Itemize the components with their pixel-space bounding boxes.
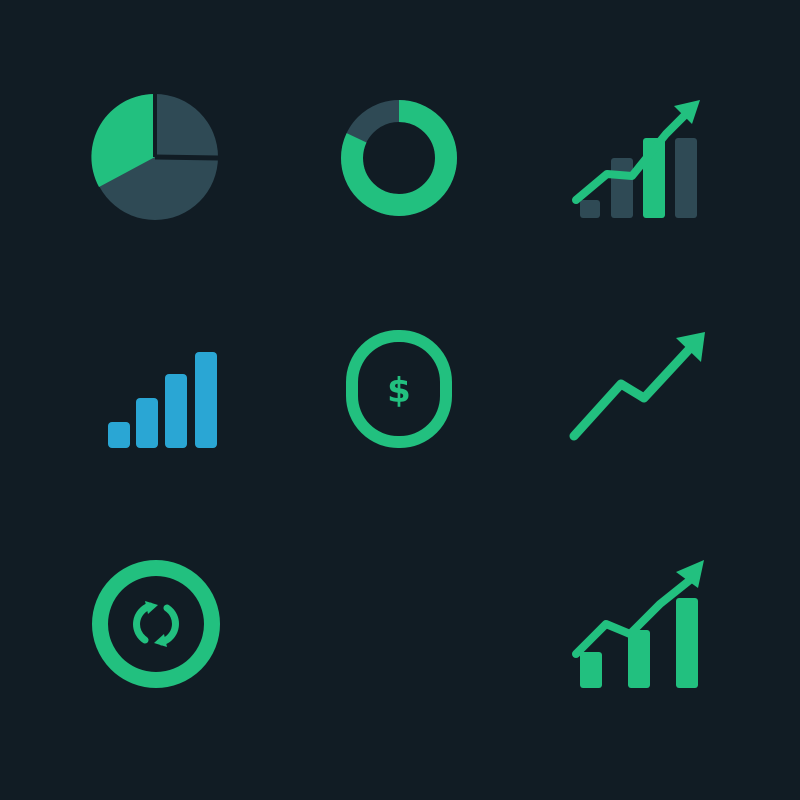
donut-chart-icon bbox=[339, 98, 459, 218]
bar-chart-trend-icon bbox=[570, 556, 710, 692]
growth-bar-chart-icon bbox=[570, 96, 705, 221]
dollar-coin-icon: $ bbox=[344, 328, 454, 450]
dollar-symbol: $ bbox=[387, 371, 411, 411]
pie-chart-icon bbox=[90, 92, 220, 222]
currency-exchange-icon bbox=[88, 556, 224, 692]
trend-up-arrow-icon bbox=[566, 328, 711, 443]
signal-bars-icon bbox=[104, 348, 224, 452]
